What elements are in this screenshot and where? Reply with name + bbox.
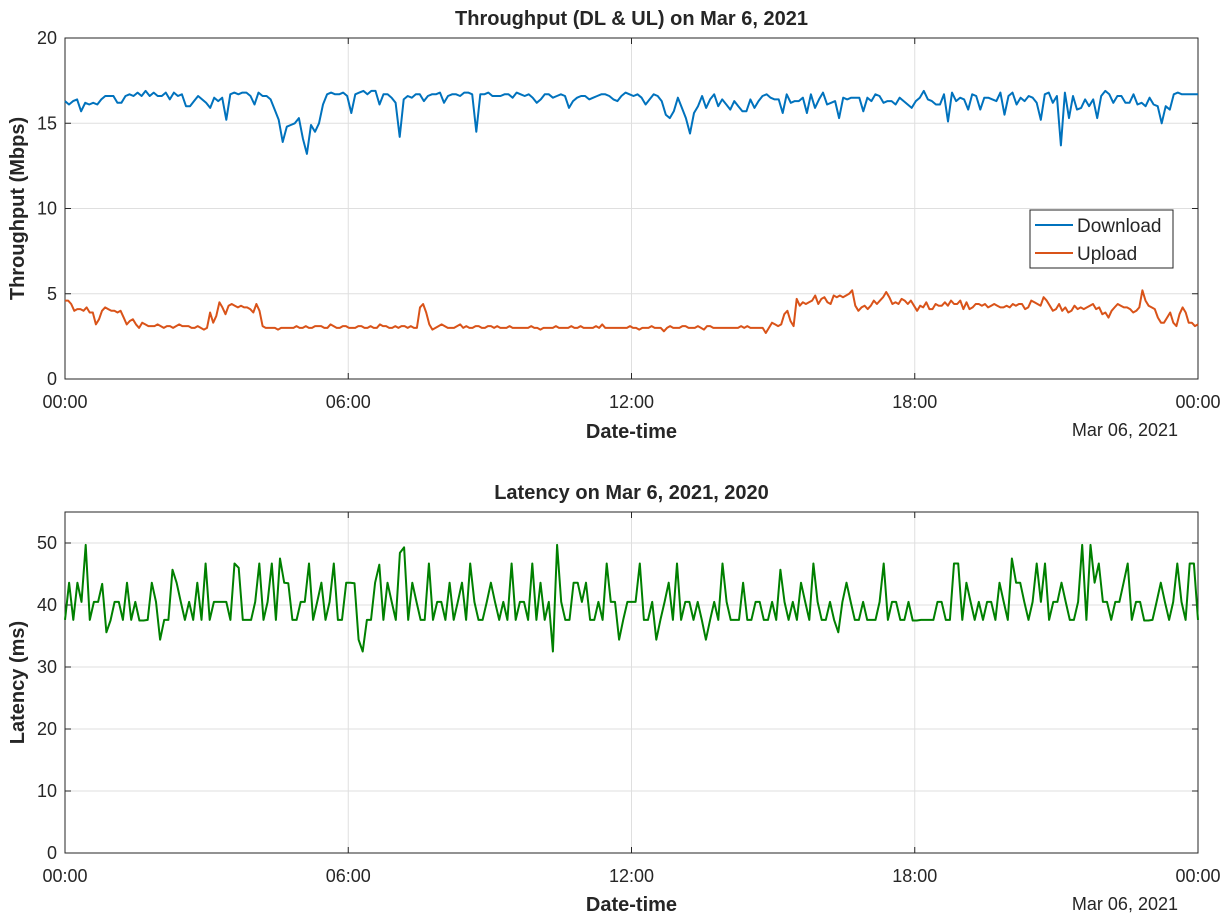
x-tick-label: 18:00 [892, 866, 937, 886]
x-tick-label: 06:00 [326, 392, 371, 412]
y-tick-label: 50 [37, 533, 57, 553]
x-axis-label: Date-time [586, 894, 677, 916]
y-axis-label: Throughput (Mbps) [7, 117, 29, 300]
x-tick-label: 00:00 [1175, 866, 1220, 886]
y-tick-label: 15 [37, 113, 57, 133]
x-tick-label: 18:00 [892, 392, 937, 412]
legend: Download Upload [1029, 209, 1174, 269]
y-tick-label: 0 [47, 843, 57, 863]
latency-chart: 00:00 06:00 12:00 18:00 00:00 0 10 20 30 40 50 Late… [7, 482, 1221, 916]
y-tick-label: 30 [37, 657, 57, 677]
y-tick-label: 10 [37, 781, 57, 801]
legend-box [1029, 209, 1174, 269]
x-tick-label: 12:00 [609, 392, 654, 412]
throughput-chart: 00:00 06:00 12:00 18:00 00:00 0 5 10 15 20 Through… [7, 8, 1221, 443]
series-line-download [64, 89, 1198, 155]
series-line-upload [65, 289, 1199, 334]
x-tick-label: 00:00 [42, 866, 87, 886]
date-note: Mar 06, 2021 [1072, 420, 1178, 440]
chart-title: Throughput (DL & UL) on Mar 6, 2021 [455, 8, 808, 30]
y-tick-label: 0 [47, 369, 57, 389]
x-tick-label: 00:00 [42, 392, 87, 412]
x-axis-label: Date-time [586, 421, 677, 443]
x-tick-label: 06:00 [326, 866, 371, 886]
chart-title: Latency on Mar 6, 2021, 2020 [494, 482, 769, 504]
series-line-latency [64, 543, 1199, 653]
date-note: Mar 06, 2021 [1072, 894, 1178, 914]
y-axis-label: Latency (ms) [7, 621, 29, 744]
legend-label-upload: Upload [1077, 244, 1137, 265]
x-tick-label: 12:00 [609, 866, 654, 886]
legend-label-download: Download [1077, 216, 1162, 237]
y-tick-label: 5 [47, 284, 57, 304]
x-tick-label: 00:00 [1175, 392, 1220, 412]
y-tick-label: 20 [37, 719, 57, 739]
y-tick-label: 20 [37, 28, 57, 48]
y-tick-label: 40 [37, 595, 57, 615]
y-tick-label: 10 [37, 199, 57, 219]
